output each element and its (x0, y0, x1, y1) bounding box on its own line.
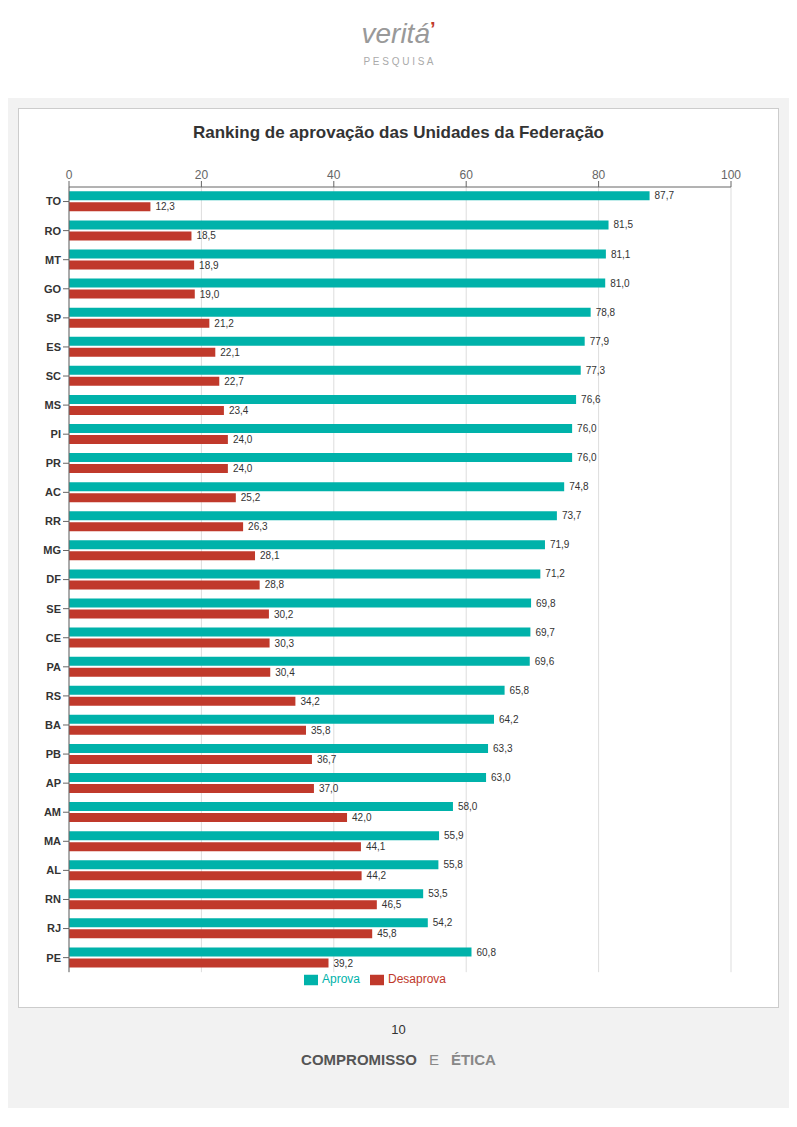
svg-text:26,3: 26,3 (248, 521, 268, 532)
svg-text:19,0: 19,0 (200, 289, 220, 300)
html-text:Ranking de aprovação das Unida: Ranking de aprovação das Unidades da Fed… (193, 123, 604, 142)
svg-text:SE: SE (46, 603, 61, 615)
svg-text:69,6: 69,6 (535, 656, 555, 667)
html-text:Aprova: Aprova (322, 972, 360, 987)
svg-text:42,0: 42,0 (352, 812, 372, 823)
svg-text:78,8: 78,8 (596, 307, 616, 318)
svg-text:PR: PR (46, 457, 61, 469)
html-text:E: E (428, 1051, 439, 1068)
svg-text:76,0: 76,0 (577, 452, 597, 463)
svg-text:58,0: 58,0 (458, 801, 478, 812)
svg-text:55,8: 55,8 (443, 859, 463, 870)
svg-text:30,2: 30,2 (274, 609, 294, 620)
svg-text:37,0: 37,0 (319, 783, 339, 794)
svg-text:DF: DF (46, 573, 61, 585)
svg-text:81,5: 81,5 (614, 219, 634, 230)
svg-text:CE: CE (46, 632, 61, 644)
svg-text:22,7: 22,7 (224, 376, 244, 387)
svg-text:81,0: 81,0 (610, 278, 630, 289)
svg-text:45,8: 45,8 (377, 928, 397, 939)
svg-text:SP: SP (46, 312, 61, 324)
svg-text:35,8: 35,8 (311, 725, 331, 736)
svg-text:22,1: 22,1 (220, 347, 240, 358)
svg-text:AL: AL (46, 864, 61, 876)
html-text:ÉTICA: ÉTICA (450, 1051, 496, 1068)
svg-text:PA: PA (47, 661, 62, 673)
svg-text:ES: ES (46, 341, 61, 353)
svg-text:100: 100 (721, 168, 741, 182)
svg-text:60,8: 60,8 (476, 947, 496, 958)
svg-text:87,7: 87,7 (655, 190, 675, 201)
svg-text:34,2: 34,2 (300, 696, 320, 707)
svg-text:23,4: 23,4 (229, 405, 249, 416)
svg-text:RS: RS (46, 690, 61, 702)
svg-text:RN: RN (45, 893, 61, 905)
svg-text:24,0: 24,0 (233, 463, 253, 474)
html-text:veritá’: veritá’ (361, 18, 436, 49)
svg-text:71,2: 71,2 (545, 568, 565, 579)
svg-text:28,1: 28,1 (260, 550, 280, 561)
svg-text:18,5: 18,5 (196, 230, 216, 241)
svg-text:76,6: 76,6 (581, 394, 601, 405)
svg-text:RJ: RJ (47, 922, 61, 934)
svg-text:0: 0 (66, 168, 73, 182)
svg-text:24,0: 24,0 (233, 434, 253, 445)
svg-text:77,9: 77,9 (590, 336, 610, 347)
svg-text:21,2: 21,2 (214, 318, 234, 329)
svg-text:RR: RR (45, 515, 61, 527)
svg-text:54,2: 54,2 (433, 917, 453, 928)
svg-text:28,8: 28,8 (265, 579, 285, 590)
svg-text:AM: AM (44, 806, 61, 818)
svg-text:55,9: 55,9 (444, 830, 464, 841)
svg-text:AP: AP (46, 777, 61, 789)
svg-text:PB: PB (46, 748, 61, 760)
svg-text:53,5: 53,5 (428, 888, 448, 899)
svg-text:46,5: 46,5 (382, 899, 402, 910)
svg-text:74,8: 74,8 (569, 481, 589, 492)
svg-text:64,2: 64,2 (499, 714, 519, 725)
svg-text:MA: MA (44, 835, 61, 847)
html-text:COMPROMISSO: COMPROMISSO (301, 1051, 417, 1068)
svg-text:BA: BA (45, 719, 61, 731)
svg-text:65,8: 65,8 (510, 685, 530, 696)
svg-text:18,9: 18,9 (199, 260, 219, 271)
svg-text:GO: GO (44, 283, 62, 295)
svg-text:76,0: 76,0 (577, 423, 597, 434)
svg-text:TO: TO (46, 195, 62, 207)
html-text:Desaprova: Desaprova (388, 972, 446, 987)
svg-text:AC: AC (45, 486, 61, 498)
html-text:P E S Q U I S A: P E S Q U I S A (363, 56, 434, 67)
svg-text:36,7: 36,7 (317, 754, 337, 765)
svg-text:77,3: 77,3 (586, 365, 606, 376)
svg-text:MT: MT (45, 254, 61, 266)
svg-text:44,1: 44,1 (366, 841, 386, 852)
svg-text:39,2: 39,2 (334, 958, 354, 969)
svg-text:44,2: 44,2 (367, 870, 387, 881)
svg-text:12,3: 12,3 (155, 201, 175, 212)
svg-text:69,8: 69,8 (536, 598, 556, 609)
svg-text:63,3: 63,3 (493, 743, 513, 754)
svg-text:SC: SC (46, 370, 61, 382)
svg-text:63,0: 63,0 (491, 772, 511, 783)
svg-text:40: 40 (327, 168, 341, 182)
svg-text:30,3: 30,3 (275, 638, 295, 649)
svg-text:PI: PI (51, 428, 61, 440)
svg-text:80: 80 (592, 168, 606, 182)
svg-text:RO: RO (45, 225, 62, 237)
svg-text:20: 20 (195, 168, 209, 182)
svg-text:25,2: 25,2 (241, 492, 261, 503)
svg-text:71,9: 71,9 (550, 539, 570, 550)
svg-text:60: 60 (460, 168, 474, 182)
svg-text:PE: PE (46, 952, 61, 964)
svg-text:30,4: 30,4 (275, 667, 295, 678)
svg-text:MS: MS (45, 399, 62, 411)
svg-text:73,7: 73,7 (562, 510, 582, 521)
svg-text:81,1: 81,1 (611, 249, 631, 260)
svg-text:69,7: 69,7 (535, 627, 555, 638)
svg-text:MG: MG (43, 544, 61, 556)
html-text:10: 10 (391, 1022, 406, 1037)
